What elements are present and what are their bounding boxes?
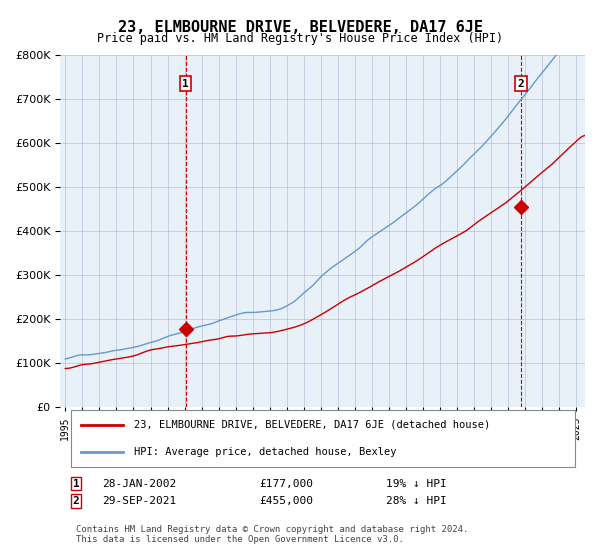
Text: 23, ELMBOURNE DRIVE, BELVEDERE, DA17 6JE (detached house): 23, ELMBOURNE DRIVE, BELVEDERE, DA17 6JE… (134, 420, 490, 430)
Text: 19% ↓ HPI: 19% ↓ HPI (386, 479, 446, 488)
Text: 28% ↓ HPI: 28% ↓ HPI (386, 496, 446, 506)
Text: 2: 2 (73, 496, 79, 506)
Text: Contains HM Land Registry data © Crown copyright and database right 2024.
This d: Contains HM Land Registry data © Crown c… (76, 525, 469, 544)
Text: 28-JAN-2002: 28-JAN-2002 (102, 479, 176, 488)
Text: 2: 2 (518, 78, 524, 88)
Text: 23, ELMBOURNE DRIVE, BELVEDERE, DA17 6JE: 23, ELMBOURNE DRIVE, BELVEDERE, DA17 6JE (118, 20, 482, 35)
FancyBboxPatch shape (71, 410, 575, 466)
Text: £177,000: £177,000 (260, 479, 314, 488)
Text: HPI: Average price, detached house, Bexley: HPI: Average price, detached house, Bexl… (134, 447, 396, 458)
Text: Price paid vs. HM Land Registry's House Price Index (HPI): Price paid vs. HM Land Registry's House … (97, 32, 503, 45)
Text: £455,000: £455,000 (260, 496, 314, 506)
Text: 1: 1 (182, 78, 189, 88)
Text: 29-SEP-2021: 29-SEP-2021 (102, 496, 176, 506)
Text: 1: 1 (73, 479, 79, 488)
